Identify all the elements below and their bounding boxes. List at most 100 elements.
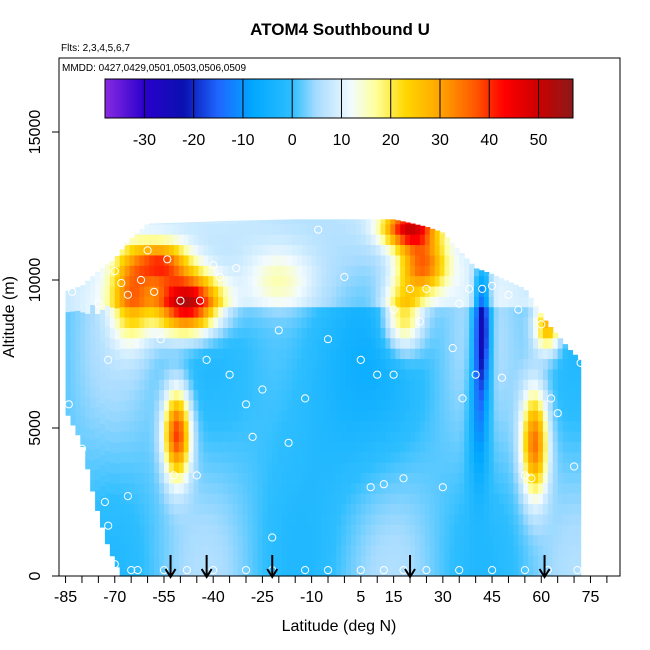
- observation-point: [232, 264, 241, 273]
- heatmap-cell: [159, 462, 165, 473]
- heatmap-cell: [405, 337, 411, 349]
- heatmap-cell: [439, 296, 446, 308]
- heatmap-cell: [380, 244, 387, 256]
- heatmap-cell: [557, 348, 564, 360]
- heatmap-cell: [306, 430, 313, 442]
- heatmap-cell: [380, 358, 387, 370]
- heatmap-cell: [257, 441, 263, 453]
- heatmap-cell: [129, 410, 136, 422]
- heatmap-cell: [547, 482, 554, 494]
- heatmap-cell: [95, 386, 101, 397]
- colorbar-cell: [346, 79, 350, 118]
- heatmap-cell: [424, 420, 431, 432]
- heatmap-cell: [252, 317, 259, 328]
- heatmap-cell: [242, 565, 249, 577]
- heatmap-cell: [449, 472, 455, 484]
- heatmap-cell: [134, 306, 140, 318]
- heatmap-cell: [316, 420, 323, 432]
- observation-point: [458, 394, 467, 403]
- heatmap-cell: [410, 368, 416, 380]
- heatmap-cell: [75, 413, 81, 425]
- colorbar-cell: [343, 79, 347, 118]
- heatmap-cell: [449, 544, 455, 556]
- heatmap-cell: [336, 420, 342, 432]
- colorbar-cell: [371, 79, 374, 118]
- heatmap-cell: [474, 317, 480, 328]
- heatmap-cell: [173, 244, 180, 256]
- heatmap-cell: [508, 503, 514, 515]
- heatmap-cell: [291, 317, 298, 328]
- heatmap-cell: [336, 296, 342, 308]
- heatmap-cell: [208, 555, 214, 567]
- heatmap-cell: [414, 358, 421, 370]
- heatmap-cell: [306, 513, 313, 525]
- chart-annotation: MMDD: 0427,0429,0501,0503,0506,0509: [62, 63, 246, 74]
- heatmap-cell: [390, 399, 396, 411]
- heatmap-cell: [562, 565, 569, 577]
- heatmap-cell: [508, 358, 514, 370]
- heatmap-cell: [459, 348, 465, 360]
- heatmap-cell: [85, 344, 91, 356]
- heatmap-cell: [459, 285, 465, 297]
- heatmap-cell: [350, 399, 357, 411]
- heatmap-cell: [168, 222, 175, 225]
- heatmap-cell: [144, 275, 150, 287]
- heatmap-cell: [562, 441, 569, 453]
- heatmap-cell: [444, 237, 450, 246]
- observation-point: [389, 305, 398, 314]
- heatmap-cell: [385, 379, 391, 391]
- heatmap-cell: [454, 247, 460, 256]
- heatmap-cell: [464, 534, 470, 546]
- heatmap-cell: [429, 379, 436, 391]
- heatmap-cell: [306, 503, 313, 515]
- heatmap-cell: [223, 223, 229, 235]
- heatmap-cell: [533, 317, 539, 328]
- heatmap-cell: [390, 555, 396, 567]
- heatmap-cell: [552, 399, 559, 411]
- heatmap-cell: [188, 265, 195, 277]
- heatmap-cell: [518, 399, 524, 411]
- heatmap-cell: [464, 368, 470, 380]
- heatmap-cell: [163, 254, 170, 266]
- heatmap-cell: [129, 337, 136, 349]
- heatmap-cell: [336, 254, 342, 266]
- x-tick-label: -10: [300, 589, 323, 606]
- heatmap-cell: [355, 296, 362, 308]
- heatmap-cell: [163, 379, 170, 391]
- heatmap-cell: [360, 410, 367, 422]
- heatmap-cell: [262, 410, 268, 422]
- heatmap-cell: [385, 337, 391, 349]
- heatmap-cell: [518, 451, 524, 463]
- heatmap-cell: [149, 544, 155, 556]
- heatmap-cell: [557, 555, 564, 567]
- observation-point: [356, 355, 365, 364]
- heatmap-cell: [85, 280, 91, 283]
- heatmap-cell: [370, 555, 377, 567]
- heatmap-cell: [483, 306, 490, 318]
- heatmap-cell: [232, 306, 239, 318]
- heatmap-cell: [272, 306, 278, 318]
- heatmap-cell: [154, 358, 160, 370]
- heatmap-cell: [124, 348, 131, 360]
- heatmap-cell: [577, 420, 582, 432]
- heatmap-cell: [395, 306, 401, 318]
- heatmap-cell: [208, 482, 214, 494]
- heatmap-cell: [419, 379, 426, 391]
- heatmap-cell: [424, 306, 431, 318]
- heatmap-cell: [227, 368, 234, 380]
- observation-point: [301, 394, 310, 403]
- heatmap-cell: [272, 285, 278, 297]
- heatmap-cell: [124, 513, 131, 525]
- heatmap-cell: [478, 534, 485, 546]
- heatmap-cell: [419, 555, 426, 567]
- heatmap-cell: [346, 223, 352, 235]
- heatmap-cell: [282, 275, 288, 287]
- heatmap-cell: [405, 399, 411, 411]
- heatmap-cell: [336, 223, 342, 235]
- heatmap-cell: [321, 420, 327, 432]
- heatmap-cell: [542, 348, 549, 360]
- heatmap-cell: [282, 544, 288, 556]
- heatmap-cell: [365, 379, 372, 391]
- heatmap-cell: [385, 565, 391, 577]
- colorbar-cell: [321, 79, 325, 118]
